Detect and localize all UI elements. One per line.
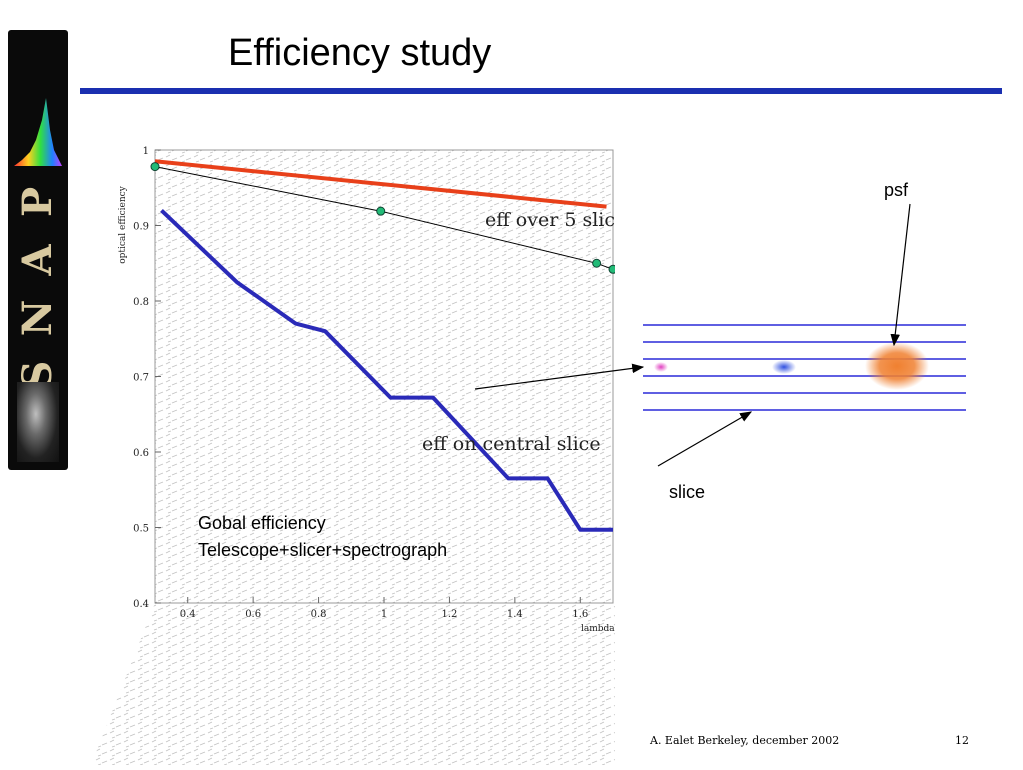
x-tick-label: 1.4 <box>507 609 523 620</box>
y-tick-label: 0.8 <box>133 297 149 308</box>
spectrum-icon <box>14 98 62 166</box>
logo-letter-a: A <box>14 244 61 276</box>
x-tick-label: 1 <box>381 609 387 620</box>
series-telescope-line <box>154 159 607 209</box>
y-tick-label: 0.4 <box>133 599 149 610</box>
x-axis-label: lambda <box>581 624 615 634</box>
slice-lines <box>643 324 966 411</box>
efficiency-chart: 0.4 0.5 0.6 0.7 0.8 0.9 1 0.4 0.6 0.8 1 1.2 1.4 1.6 … <box>95 145 705 770</box>
psf-arrow <box>890 203 911 347</box>
title-underline <box>80 88 1002 94</box>
y-tick-label: 0.5 <box>133 524 149 535</box>
x-tick-label: 0.6 <box>245 609 261 620</box>
series-point <box>592 258 602 268</box>
page-number: 12 <box>955 734 969 747</box>
slide-title: Efficiency study <box>228 32 492 74</box>
snap-logo: S N A P <box>8 30 68 470</box>
logo-letter-p: P <box>14 186 61 218</box>
x-tick-label: 0.8 <box>311 609 327 620</box>
annotation-global-line1: Gobal efficiency <box>198 513 326 533</box>
x-tick-label: 0.4 <box>180 609 196 620</box>
slice-label: slice <box>669 482 705 502</box>
y-tick-label: 0.9 <box>133 222 149 233</box>
y-tick-label: 0.7 <box>133 373 149 384</box>
efficiency-chart-svg: 0.40.50.60.70.80.91 0.4 0.6 0.8 1 1.2 1.4 1.6 … <box>95 146 705 765</box>
series-point <box>150 162 160 172</box>
galaxy-photo <box>17 382 59 462</box>
psf-spot-medium <box>772 360 796 374</box>
annotation-eff-central: eff on central slice <box>422 433 601 455</box>
y-tick-label: 0.6 <box>133 448 149 459</box>
annotation-eff-over: eff over 5 slices <box>485 209 615 231</box>
footer-author: A. Ealet Berkeley, december 2002 <box>650 734 840 747</box>
series-five-slices-line <box>154 166 614 270</box>
psf-label: psf <box>884 180 909 200</box>
slice-arrow <box>657 411 753 467</box>
series-central-slice-line <box>160 208 613 532</box>
annotation-global-line2: Telescope+slicer+spectrograph <box>198 540 447 560</box>
x-tick-label: 1.6 <box>572 609 588 620</box>
slicer-diagram: psf slice <box>474 180 966 502</box>
plot-frame <box>154 149 614 604</box>
series-point <box>376 206 386 216</box>
central-slice-arrow <box>474 363 645 390</box>
y-axis-label: optical efficiency <box>118 185 128 264</box>
scan-artifact-area <box>95 603 705 765</box>
psf-spot-small <box>654 362 668 372</box>
y-tick-label: 1 <box>143 146 149 157</box>
logo-letter-n: N <box>14 299 61 337</box>
x-tick-label: 1.2 <box>441 609 457 620</box>
psf-spot-large <box>865 342 929 390</box>
